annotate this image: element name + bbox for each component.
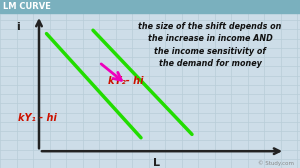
Text: LM CURVE: LM CURVE — [3, 2, 51, 11]
Text: the size of the shift depends on
the increase in income AND
the income sensitivi: the size of the shift depends on the inc… — [138, 22, 282, 68]
Bar — [0, 0, 300, 13]
Text: © Study.com: © Study.com — [258, 161, 294, 166]
Text: L: L — [152, 158, 160, 168]
Text: kY₂- hi: kY₂- hi — [108, 76, 143, 86]
Text: i: i — [16, 22, 20, 32]
Text: kY₁ - hi: kY₁ - hi — [18, 113, 57, 123]
